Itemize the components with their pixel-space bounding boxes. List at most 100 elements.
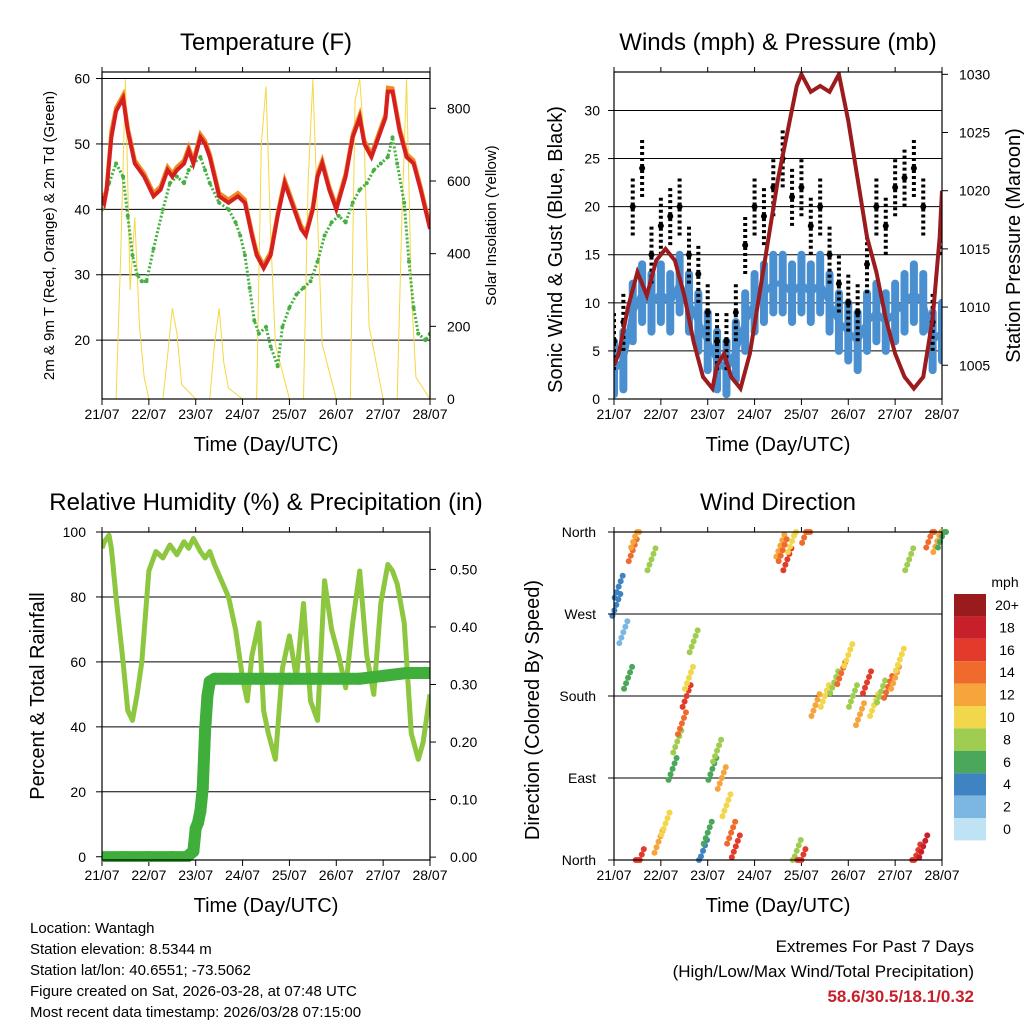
y-axis-label: Direction (Colored By Speed) xyxy=(522,580,544,840)
dewpoint-point xyxy=(268,344,273,349)
extremes-description: (High/Low/Max Wind/Total Precipitation) xyxy=(672,962,974,981)
y-tick-label: West xyxy=(564,606,596,622)
direction-point xyxy=(673,754,680,761)
direction-point xyxy=(799,539,806,546)
direction-point xyxy=(694,627,701,634)
x-tick-label: 28/07 xyxy=(412,867,447,883)
x-tick-label: 22/07 xyxy=(643,406,678,422)
dewpoint-point xyxy=(385,155,390,160)
legend-label: 0 xyxy=(1003,821,1011,837)
direction-point xyxy=(638,851,645,858)
dewpoint-point xyxy=(308,279,313,284)
direction-point xyxy=(800,851,807,858)
direction-point xyxy=(795,842,802,849)
precip-point xyxy=(208,672,221,685)
direction-point xyxy=(898,651,905,658)
dewpoint-point xyxy=(217,200,222,205)
direction-point xyxy=(918,848,925,855)
legend-swatch xyxy=(954,683,986,706)
y-right-tick-label: 0.40 xyxy=(450,619,477,635)
direction-point xyxy=(725,796,732,803)
direction-point xyxy=(784,556,791,563)
direction-point xyxy=(617,578,624,585)
direction-point xyxy=(930,549,937,556)
direction-point xyxy=(801,534,808,541)
direction-point xyxy=(716,780,723,787)
dewpoint-point xyxy=(406,259,411,264)
precip-point xyxy=(260,672,272,685)
direction-point xyxy=(781,531,788,538)
dewpoint-point xyxy=(364,181,369,186)
y-right-tick-label: 0.50 xyxy=(450,561,477,577)
direction-point xyxy=(690,638,697,645)
direction-point xyxy=(861,700,867,707)
direction-point xyxy=(808,713,815,720)
direction-point xyxy=(841,662,848,669)
x-tick-label: 26/07 xyxy=(319,406,354,422)
direction-point xyxy=(920,843,927,850)
x-tick-label: 27/07 xyxy=(366,867,401,883)
direction-point xyxy=(624,618,631,625)
legend-label: 10 xyxy=(999,709,1015,725)
y-tick-label: 20 xyxy=(74,332,90,348)
direction-point xyxy=(667,771,674,778)
y-right-tick-label: 1030 xyxy=(959,66,990,82)
dewpoint-point xyxy=(329,220,334,225)
panel-title: Relative Humidity (%) & Precipitation (i… xyxy=(49,489,482,516)
dewpoint-point xyxy=(203,168,208,173)
legend-label: 2 xyxy=(1003,799,1011,815)
legend-swatch xyxy=(954,773,986,796)
y-tick-label: 20 xyxy=(70,784,86,800)
dewpoint-point xyxy=(125,213,130,218)
series-station-pressure xyxy=(614,72,942,394)
dewpoint-point xyxy=(395,161,400,166)
x-tick-label: 27/07 xyxy=(366,406,401,422)
y-right-axis-label: Station Pressure (Maroon) xyxy=(1003,128,1024,363)
y-tick-label: South xyxy=(559,688,596,704)
direction-point xyxy=(653,844,660,851)
plot-area xyxy=(102,532,430,862)
x-tick-label: 21/07 xyxy=(84,406,119,422)
direction-point xyxy=(851,687,858,694)
direction-point xyxy=(622,623,629,630)
direction-point xyxy=(845,703,852,710)
direction-point xyxy=(817,703,824,710)
direction-point xyxy=(616,640,623,647)
legend-label: 12 xyxy=(999,687,1015,703)
direction-point xyxy=(648,556,655,563)
plot-frame xyxy=(101,71,431,400)
direction-point xyxy=(685,674,692,681)
x-tick-label: 27/07 xyxy=(878,867,913,883)
direction-point xyxy=(878,688,885,695)
station-info: Location: Wantagh Station elevation: 8.5… xyxy=(30,918,361,1023)
dewpoint-point xyxy=(280,325,285,330)
y-right-tick-label: 1025 xyxy=(959,125,990,141)
direction-point xyxy=(632,533,639,540)
direction-point xyxy=(698,853,705,860)
x-tick-label: 21/07 xyxy=(596,406,631,422)
y-right-tick-label: 0.00 xyxy=(450,849,477,865)
y-tick-label: 0 xyxy=(592,391,600,407)
panel-title: Winds (mph) & Pressure (mb) xyxy=(619,29,936,56)
direction-point xyxy=(849,641,856,648)
direction-point xyxy=(640,846,647,853)
x-tick-label: 26/07 xyxy=(831,406,866,422)
y-right-tick-label: 400 xyxy=(447,246,471,262)
precip-point xyxy=(306,672,319,685)
dewpoint-point xyxy=(226,207,231,212)
dewpoint-point xyxy=(174,174,179,179)
dewpoint-point xyxy=(182,181,186,186)
series-dewpoint xyxy=(102,137,430,367)
direction-point xyxy=(706,824,713,831)
y-tick-label: East xyxy=(568,770,596,786)
precip-point xyxy=(400,666,413,679)
direction-point xyxy=(716,742,723,749)
dewpoint-point xyxy=(198,155,203,160)
direction-point xyxy=(943,529,949,535)
speed-legend: mph 20+ 18 16 14 12 10 8 6 4 2 0 xyxy=(954,574,1019,841)
x-tick-label: 28/07 xyxy=(924,867,959,883)
direction-point xyxy=(710,758,717,765)
direction-point xyxy=(859,705,865,712)
y-tick-label: 15 xyxy=(584,247,600,263)
direction-point xyxy=(793,847,800,854)
